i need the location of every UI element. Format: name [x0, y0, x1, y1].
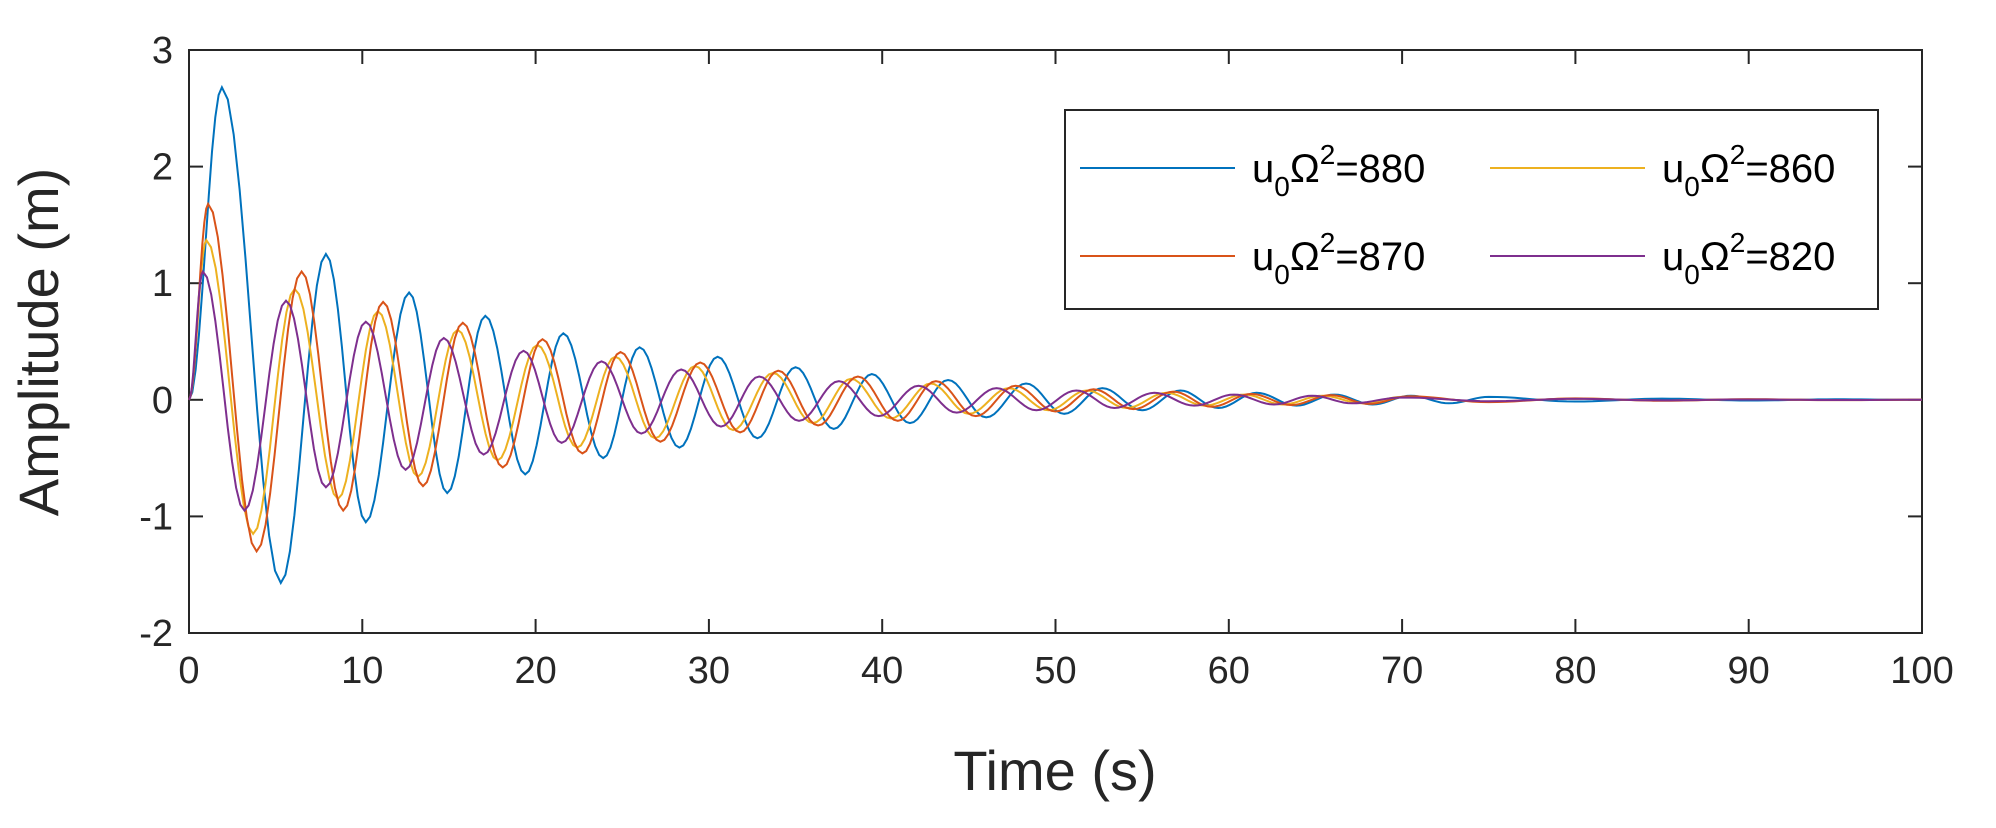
x-axis-title: Time (s) — [953, 739, 1156, 802]
legend-item: u0Ω2=870 — [1080, 227, 1425, 290]
legend-label-base: u — [1662, 235, 1684, 279]
legend-label-omega: Ω — [1700, 235, 1730, 279]
legend-label-omega: Ω — [1290, 235, 1320, 279]
legend-label-superscript: 2 — [1730, 139, 1746, 170]
legend-label-omega: Ω — [1290, 147, 1320, 191]
y-tick-label: 0 — [152, 380, 173, 422]
x-tick-label: 30 — [688, 650, 730, 692]
x-axis-ticks: 0 10 20 30 40 50 60 70 80 90 100 — [178, 50, 1954, 692]
legend-label: u0Ω2=820 — [1662, 227, 1835, 290]
y-tick-label: -2 — [139, 613, 173, 655]
x-tick-label: 50 — [1034, 650, 1076, 692]
legend-label-base: u — [1662, 147, 1684, 191]
legend-label-base: u — [1252, 235, 1274, 279]
y-tick-label: 2 — [152, 147, 173, 189]
x-tick-label: 70 — [1381, 650, 1423, 692]
x-tick-label: 20 — [514, 650, 556, 692]
y-tick-label: -1 — [139, 496, 173, 538]
y-axis-ticks: -2 -1 0 1 2 3 — [139, 30, 1922, 655]
legend-box — [1064, 109, 1879, 310]
legend-label: u0Ω2=860 — [1662, 139, 1835, 202]
legend-label-subscript: 0 — [1274, 171, 1290, 202]
legend-label: u0Ω2=880 — [1252, 139, 1425, 202]
legend-label-superscript: 2 — [1730, 227, 1746, 258]
legend-label-subscript: 0 — [1684, 259, 1700, 290]
series-line — [188, 269, 1922, 513]
legend-label-subscript: 0 — [1274, 259, 1290, 290]
legend-label-base: u — [1252, 147, 1274, 191]
legend-label-superscript: 2 — [1320, 227, 1336, 258]
legend-label-value: =880 — [1335, 147, 1425, 191]
series-line — [188, 84, 1922, 586]
legend-label-subscript: 0 — [1684, 171, 1700, 202]
legend-label-value: =860 — [1745, 147, 1835, 191]
legend-label-value: =870 — [1335, 235, 1425, 279]
legend-label-superscript: 2 — [1320, 139, 1336, 170]
legend-item: u0Ω2=820 — [1490, 227, 1835, 290]
x-tick-label: 10 — [341, 650, 383, 692]
legend-item: u0Ω2=880 — [1080, 139, 1425, 202]
x-tick-label: 90 — [1728, 650, 1770, 692]
x-tick-label: 0 — [178, 650, 199, 692]
x-tick-label: 60 — [1208, 650, 1250, 692]
x-tick-label: 40 — [861, 650, 903, 692]
legend-label-value: =820 — [1745, 235, 1835, 279]
x-tick-label: 100 — [1890, 650, 1953, 692]
y-tick-label: 3 — [152, 30, 173, 72]
legend-label-omega: Ω — [1700, 147, 1730, 191]
legend-item: u0Ω2=860 — [1490, 139, 1835, 202]
y-axis-title: Amplitude (m) — [7, 168, 70, 517]
legend-label: u0Ω2=870 — [1252, 227, 1425, 290]
series-layer — [188, 84, 1922, 586]
x-tick-label: 80 — [1554, 650, 1596, 692]
y-tick-label: 1 — [152, 263, 173, 305]
